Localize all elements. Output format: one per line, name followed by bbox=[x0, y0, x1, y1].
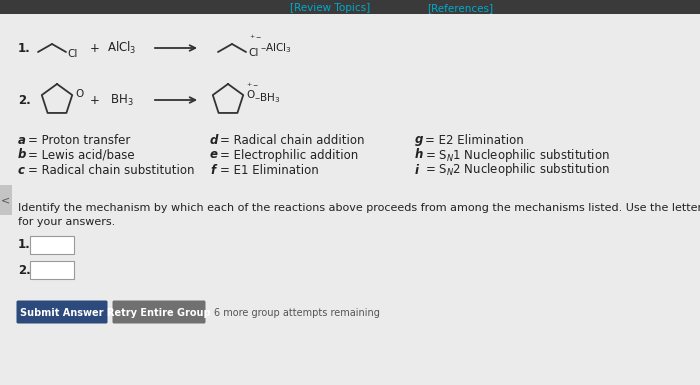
Text: [Review Topics]: [Review Topics] bbox=[290, 3, 370, 13]
Text: c: c bbox=[18, 164, 25, 176]
Text: = Radical chain addition: = Radical chain addition bbox=[220, 134, 365, 147]
Text: f: f bbox=[210, 164, 215, 176]
Text: Submit Answer: Submit Answer bbox=[20, 308, 104, 318]
Text: –BH$_3$: –BH$_3$ bbox=[254, 91, 280, 105]
Text: e: e bbox=[210, 149, 218, 161]
Text: 2.: 2. bbox=[18, 263, 31, 276]
Text: $^-$: $^-$ bbox=[251, 82, 259, 90]
Text: d: d bbox=[210, 134, 218, 147]
Text: +: + bbox=[90, 42, 100, 55]
Text: Cl: Cl bbox=[248, 48, 258, 58]
Text: = S$_N$2 Nucleophilic substitution: = S$_N$2 Nucleophilic substitution bbox=[425, 161, 610, 179]
Text: = Radical chain substitution: = Radical chain substitution bbox=[28, 164, 195, 176]
Text: $^-$: $^-$ bbox=[254, 33, 262, 42]
Text: $^+$: $^+$ bbox=[245, 82, 253, 90]
Text: 2.: 2. bbox=[18, 94, 31, 107]
FancyBboxPatch shape bbox=[0, 12, 700, 385]
Text: = Electrophilic addition: = Electrophilic addition bbox=[220, 149, 358, 161]
Text: <: < bbox=[1, 195, 10, 205]
Text: O: O bbox=[75, 89, 83, 99]
Text: BH$_3$: BH$_3$ bbox=[110, 92, 134, 107]
FancyBboxPatch shape bbox=[17, 301, 108, 323]
Text: AlCl$_3$: AlCl$_3$ bbox=[107, 40, 136, 56]
Text: 1.: 1. bbox=[18, 238, 31, 251]
Text: i: i bbox=[415, 164, 419, 176]
FancyBboxPatch shape bbox=[0, 0, 700, 14]
Text: Retry Entire Group: Retry Entire Group bbox=[107, 308, 211, 318]
Text: 1.: 1. bbox=[18, 42, 31, 55]
Text: = Proton transfer: = Proton transfer bbox=[28, 134, 130, 147]
Text: Identify the mechanism by which each of the reactions above proceeds from among : Identify the mechanism by which each of … bbox=[18, 203, 700, 213]
FancyBboxPatch shape bbox=[30, 236, 74, 254]
FancyBboxPatch shape bbox=[30, 261, 74, 279]
Text: b: b bbox=[18, 149, 27, 161]
Text: = Lewis acid/base: = Lewis acid/base bbox=[28, 149, 134, 161]
Text: h: h bbox=[415, 149, 424, 161]
Text: g: g bbox=[415, 134, 424, 147]
Text: [References]: [References] bbox=[427, 3, 493, 13]
Text: = S$_N$1 Nucleophilic substitution: = S$_N$1 Nucleophilic substitution bbox=[425, 147, 610, 164]
Text: a: a bbox=[18, 134, 26, 147]
Text: Cl: Cl bbox=[67, 49, 78, 59]
Text: $^+$: $^+$ bbox=[248, 33, 256, 42]
Text: –AlCl$_3$: –AlCl$_3$ bbox=[260, 41, 291, 55]
Text: for your answers.: for your answers. bbox=[18, 217, 116, 227]
Text: = E2 Elimination: = E2 Elimination bbox=[425, 134, 524, 147]
Text: O: O bbox=[246, 90, 254, 100]
FancyBboxPatch shape bbox=[113, 301, 206, 323]
Text: 6 more group attempts remaining: 6 more group attempts remaining bbox=[214, 308, 380, 318]
FancyBboxPatch shape bbox=[0, 185, 12, 215]
Text: = E1 Elimination: = E1 Elimination bbox=[220, 164, 318, 176]
Text: +: + bbox=[90, 94, 100, 107]
